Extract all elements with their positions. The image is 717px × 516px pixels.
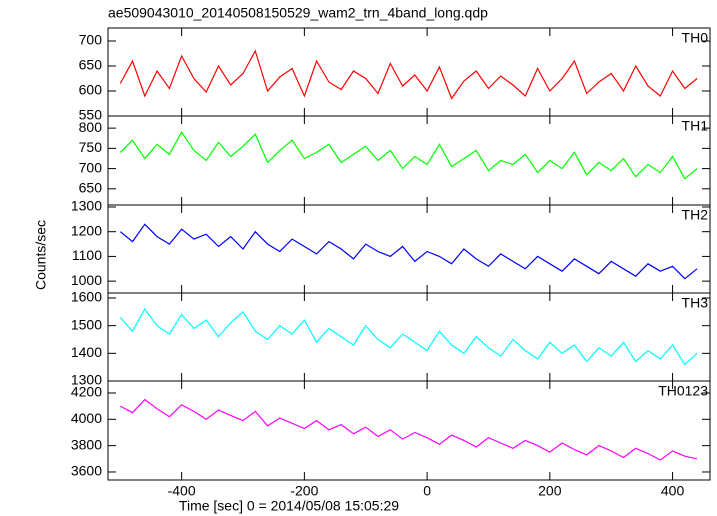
y-tick-label: 3800	[71, 436, 102, 452]
light-curve	[119, 307, 698, 366]
panel-label: TH2	[682, 207, 709, 223]
y-tick-label: 1500	[71, 316, 102, 332]
y-tick-label: 550	[79, 107, 103, 123]
y-tick-label: 1000	[71, 272, 102, 288]
y-tick-label: 650	[79, 180, 103, 196]
x-tick-label: 400	[661, 483, 685, 499]
panel-label: TH1	[682, 118, 709, 134]
y-axis-label: Counts/sec	[33, 220, 49, 290]
y-tick-label: 800	[79, 119, 103, 135]
light-curve	[120, 398, 698, 461]
y-tick-label: 700	[79, 159, 103, 175]
panel-label: TH0	[682, 30, 709, 46]
panel-label: TH3	[682, 295, 709, 311]
y-tick-label: 1300	[71, 198, 102, 214]
x-tick-label: 0	[423, 483, 431, 499]
x-tick-label: 200	[538, 483, 562, 499]
light-curve	[119, 223, 698, 280]
y-tick-label: 1200	[71, 222, 102, 238]
x-tick-label: -200	[290, 483, 318, 499]
chart-title: ae509043010_20140508150529_wam2_trn_4ban…	[108, 5, 488, 21]
y-tick-label: 1400	[71, 344, 102, 360]
y-tick-label: 4000	[71, 410, 102, 426]
light-curve	[119, 131, 698, 180]
y-tick-label: 650	[79, 57, 103, 73]
y-tick-label: 600	[79, 82, 103, 98]
y-tick-label: 1600	[71, 289, 102, 305]
y-tick-label: 750	[79, 139, 103, 155]
y-tick-label: 4200	[71, 384, 102, 400]
y-tick-label: 700	[79, 32, 103, 48]
x-tick-label: -400	[168, 483, 196, 499]
panel-frame	[107, 380, 711, 481]
y-tick-label: 3600	[71, 463, 102, 479]
panel-label: TH0123	[658, 383, 708, 399]
light-curve	[119, 49, 698, 100]
x-axis-label: Time [sec] 0 = 2014/05/08 15:05:29	[179, 498, 399, 514]
y-tick-label: 1100	[72, 247, 102, 263]
y-tick-label: 1300	[71, 372, 102, 388]
